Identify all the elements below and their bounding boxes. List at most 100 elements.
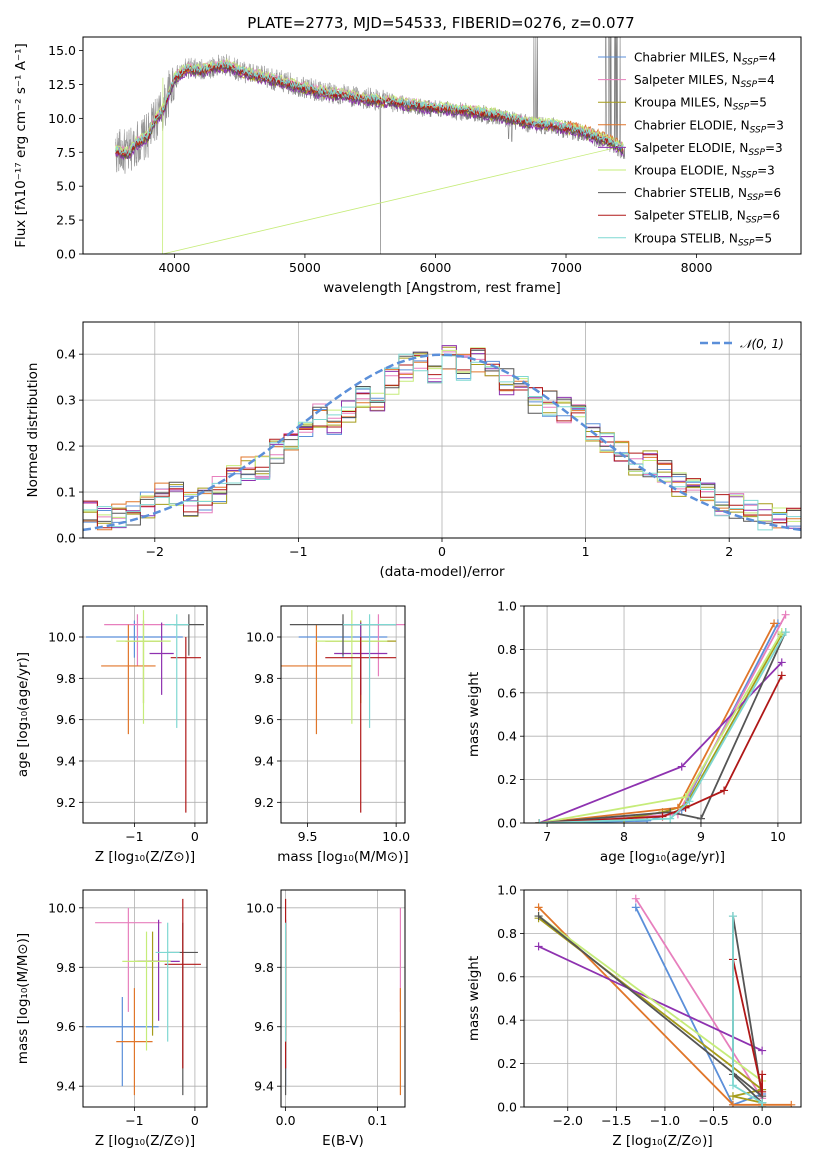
tick-label-y: 9.8 bbox=[56, 671, 76, 686]
data-spectrum bbox=[115, 37, 626, 254]
tick-label-x: 8000 bbox=[681, 260, 713, 275]
legend-label: Kroupa ELODIE, NSSP=3 bbox=[634, 164, 775, 181]
tick-label-x: −2 bbox=[146, 544, 164, 559]
weight-line bbox=[538, 917, 765, 1104]
weight-line bbox=[539, 633, 783, 823]
weight-marker bbox=[666, 814, 675, 823]
tick-label-y: 0.0 bbox=[497, 816, 517, 831]
tick-label-x: 10 bbox=[770, 829, 786, 844]
tick-label-x: −1 bbox=[289, 544, 307, 559]
tick-label-y: 1.0 bbox=[497, 599, 517, 614]
legend-label: Kroupa MILES, NSSP=5 bbox=[634, 96, 767, 113]
axes-frame bbox=[82, 36, 802, 255]
weight-marker bbox=[758, 1103, 767, 1107]
axes-frame bbox=[523, 889, 802, 1108]
tick-label-y: 9.2 bbox=[56, 795, 76, 810]
tick-label-y: 0.2 bbox=[497, 772, 517, 787]
tick-label-y: 9.6 bbox=[56, 712, 76, 727]
weight-line bbox=[539, 631, 783, 823]
weight-line bbox=[539, 622, 779, 823]
axes-frame bbox=[82, 321, 802, 539]
weight-marker bbox=[758, 1070, 767, 1079]
tick-label-y: 12.5 bbox=[48, 77, 76, 92]
weight-marker bbox=[758, 1046, 767, 1055]
data-spectrum-alt bbox=[115, 54, 390, 251]
tick-label-x: −0.5 bbox=[698, 1113, 728, 1128]
legend-label: 𝒩(0, 1) bbox=[740, 337, 784, 351]
weight-marker bbox=[728, 912, 737, 921]
plot-area bbox=[86, 898, 201, 1096]
tick-label-y: 9.6 bbox=[56, 1019, 76, 1034]
tick-label-y: 7.5 bbox=[56, 145, 76, 160]
tick-label-y: 10.0 bbox=[246, 630, 274, 645]
tick-label-y: 9.4 bbox=[56, 754, 76, 769]
tick-label-x: 10.0 bbox=[382, 829, 410, 844]
tick-label-x: 6000 bbox=[420, 260, 452, 275]
chart-title: PLATE=2773, MJD=54533, FIBERID=0276, z=0… bbox=[247, 14, 634, 32]
model-spectrum-line bbox=[115, 65, 624, 161]
plot-area bbox=[83, 345, 801, 532]
x-axis-label: mass [log₁₀(M/M⊙)] bbox=[277, 849, 408, 865]
model-spectrum-line bbox=[115, 61, 624, 156]
tick-label-x: 7 bbox=[543, 829, 551, 844]
model-spectrum-line bbox=[115, 61, 624, 156]
weight-marker bbox=[787, 1100, 796, 1107]
x-axis-label: (data-model)/error bbox=[379, 564, 505, 580]
tick-label-x: 0.0 bbox=[276, 1113, 296, 1128]
tick-label-y: 9.8 bbox=[254, 960, 274, 975]
tick-label-y: 0.8 bbox=[497, 926, 517, 941]
tick-label-y: 10.0 bbox=[48, 630, 76, 645]
weight-line bbox=[539, 631, 787, 823]
residual-histogram bbox=[83, 353, 801, 531]
x-axis-label: Z [log₁₀(Z/Z⊙)] bbox=[95, 849, 195, 865]
age-vs-mass-panel: 9.5 10.0 9.2 9.4 9.6 9.8 10.0 mass [log₁₀(M/M⊙)… bbox=[246, 605, 410, 865]
weight-marker bbox=[728, 1092, 737, 1101]
weight-marker bbox=[777, 671, 786, 680]
plot-area bbox=[534, 894, 796, 1107]
tick-label-y: 9.4 bbox=[254, 754, 274, 769]
weight-marker bbox=[696, 814, 705, 823]
y-axis-label: Flux [fλ10⁻¹⁷ erg cm⁻² s⁻¹ A⁻¹] bbox=[13, 43, 29, 248]
weight-marker bbox=[781, 610, 790, 619]
spectrum-panel: 4000 5000 6000 7000 8000 0.0 2.5 5.0 7.5 10.0 12.5… bbox=[13, 14, 802, 296]
weight-marker bbox=[758, 1087, 767, 1096]
tick-label-x: −1.5 bbox=[601, 1113, 631, 1128]
x-axis-label: age [log₁₀(age/yr)] bbox=[600, 849, 725, 865]
weight-marker bbox=[770, 619, 779, 628]
weight-marker bbox=[534, 903, 543, 912]
axes-frame bbox=[82, 605, 208, 824]
model-spectrum-line bbox=[115, 62, 624, 157]
weight-line bbox=[539, 622, 775, 823]
plot-area bbox=[115, 37, 626, 254]
weight-marker bbox=[631, 894, 640, 903]
weight-marker bbox=[781, 628, 790, 637]
legend: Chabrier MILES, NSSP=4 Salpeter MILES, NS… bbox=[598, 51, 784, 248]
tick-label-y: 9.6 bbox=[254, 1019, 274, 1034]
tick-label-y: 0.2 bbox=[497, 1056, 517, 1071]
weight-line bbox=[539, 631, 787, 823]
weight-marker bbox=[534, 942, 543, 951]
weight-vs-age-panel: 7 8 9 10 0.0 0.2 0.4 0.6 0.8 1.0 age [log₁₀(age/yr… bbox=[466, 599, 802, 865]
x-axis-label: Z [log₁₀(Z/Z⊙)] bbox=[95, 1133, 195, 1149]
tick-label-x: 0 bbox=[438, 544, 446, 559]
weight-marker bbox=[535, 819, 544, 823]
legend-label: Chabrier ELODIE, NSSP=3 bbox=[634, 118, 784, 135]
tick-label-y: 2.5 bbox=[56, 213, 76, 228]
y-axis-label: mass weight bbox=[466, 672, 482, 757]
weight-marker bbox=[777, 658, 786, 667]
legend: 𝒩(0, 1) bbox=[700, 337, 784, 351]
tick-label-y: 9.4 bbox=[254, 1079, 274, 1094]
plot-area bbox=[86, 610, 204, 813]
weight-marker bbox=[728, 1100, 737, 1107]
tick-label-y: 0.4 bbox=[497, 729, 517, 744]
plot-area bbox=[284, 898, 402, 1096]
tick-label-x: 1 bbox=[582, 544, 590, 559]
residual-panel: −2 −1 0 1 2 0.0 0.1 0.2 0.3 0.4 (data-model)/error… bbox=[25, 321, 802, 580]
y-axis-label: Normed distribution bbox=[25, 363, 41, 498]
legend-label: Chabrier MILES, NSSP=4 bbox=[634, 51, 776, 68]
legend-label: Chabrier STELIB, NSSP=6 bbox=[634, 186, 781, 203]
x-axis-label: wavelength [Angstrom, rest frame] bbox=[323, 280, 561, 296]
tick-label-y: 0.6 bbox=[497, 685, 517, 700]
normal-curve bbox=[83, 353, 801, 532]
tick-label-y: 9.2 bbox=[254, 795, 274, 810]
